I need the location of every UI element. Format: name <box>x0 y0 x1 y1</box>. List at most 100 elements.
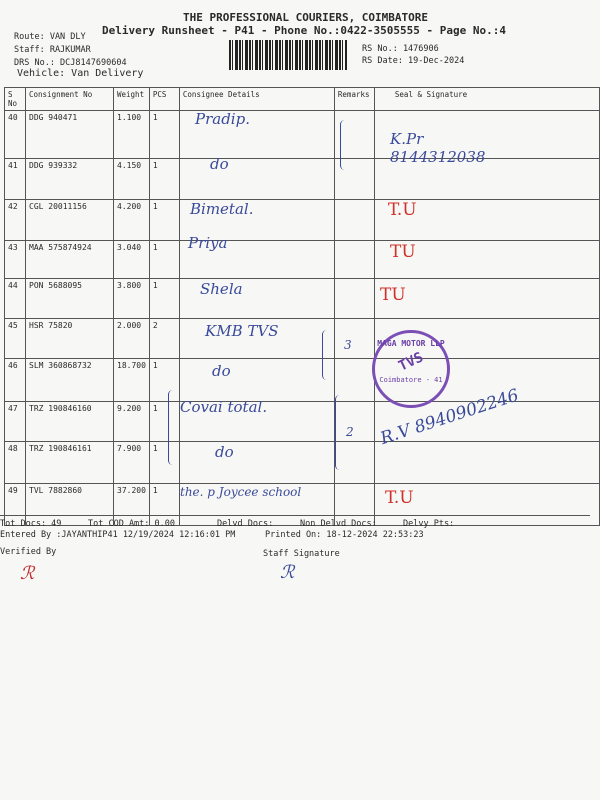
sno: 47 <box>4 401 26 442</box>
weight: 7.900 <box>113 441 150 484</box>
rs-date: RS Date: 19-Dec-2024 <box>362 56 465 66</box>
col-pcs: PCS <box>148 87 180 111</box>
consignment-no: MAA 575874924 <box>25 240 114 279</box>
col-remarks: Remarks <box>333 87 375 111</box>
route: Route: VAN DLY <box>14 32 86 42</box>
sno: 45 <box>4 318 26 359</box>
table-row: 48 TRZ 190846161 7.900 1 <box>4 441 600 484</box>
remarks-cell <box>333 318 375 359</box>
consignee-hand: the. p Joycee school <box>180 485 302 499</box>
brace-mark <box>168 390 177 465</box>
staff: Staff: RAJKUMAR <box>14 45 91 55</box>
seal-cell <box>373 278 600 319</box>
sno: 42 <box>4 199 26 241</box>
tot-docs: Tot Docs: 49 <box>0 519 62 529</box>
weight: 2.000 <box>113 318 150 359</box>
signature-hand: T.U <box>385 488 414 508</box>
verified-by: Verified By <box>0 547 57 557</box>
weight: 1.100 <box>113 110 150 159</box>
rs-no: RS No.: 1476906 <box>362 44 439 54</box>
consignee-hand: KMB TVS <box>205 322 279 340</box>
consignee-cell <box>178 441 335 484</box>
signature-hand: T.U <box>388 200 417 220</box>
consignee-hand: Priya <box>188 234 228 252</box>
weight: 4.150 <box>113 158 150 200</box>
table-row: 47 TRZ 190846160 9.200 1 <box>4 401 600 442</box>
printed-on: Printed On: 18-12-2024 22:53:23 <box>265 530 424 540</box>
remarks-cell <box>333 199 375 241</box>
barcode <box>229 40 347 70</box>
weight: 18.700 <box>113 358 150 402</box>
table-row: 44 PON 5688095 3.800 1 <box>4 278 600 319</box>
seal-cell <box>373 483 600 526</box>
consignment-no: TRZ 190846161 <box>25 441 114 484</box>
consignee-hand: Covai total. <box>180 398 268 416</box>
signature-hand: TU <box>380 285 406 305</box>
col-sno: S No <box>4 87 26 111</box>
col-weight: Weight <box>113 87 150 111</box>
consignee-cell <box>178 158 335 200</box>
consignee-hand: Bimetal. <box>190 200 254 218</box>
consignment-no: DDG 939332 <box>25 158 114 200</box>
sno: 40 <box>4 110 26 159</box>
consignee-hand: do <box>212 362 231 380</box>
sno: 41 <box>4 158 26 200</box>
consignment-no: PON 5688095 <box>25 278 114 319</box>
consignment-no: HSR 75820 <box>25 318 114 359</box>
sno: 48 <box>4 441 26 484</box>
sno: 46 <box>4 358 26 402</box>
stamp-top-text: MAGA MOTOR LLP <box>377 339 445 348</box>
consignment-no: TVL 7882860 <box>25 483 114 526</box>
weight: 3.040 <box>113 240 150 279</box>
runsheet-table: S No Consignment No Weight PCS Consignee… <box>4 87 600 526</box>
seal-cell <box>373 110 600 159</box>
consignee-cell <box>178 358 335 402</box>
weight: 9.200 <box>113 401 150 442</box>
remarks-cell <box>333 240 375 279</box>
remarks-cell <box>333 483 375 526</box>
verifier-signature-scribble: ℛ <box>20 563 35 584</box>
non-delvd-docs: Non Delvd Docs: <box>300 519 377 529</box>
pcs: 1 <box>148 199 180 241</box>
signature-hand: K.Pr 8144312038 <box>390 130 486 166</box>
delvy-pts: Delvy Pts: <box>403 519 455 529</box>
company-stamp: MAGA MOTOR LLP TVS Coimbatore - 41 <box>372 330 450 408</box>
divider <box>0 515 590 516</box>
consignee-hand: do <box>210 155 229 173</box>
seal-cell <box>373 441 600 484</box>
pcs: 2 <box>148 318 180 359</box>
col-consignee: Consignee Details <box>178 87 335 111</box>
weight: 4.200 <box>113 199 150 241</box>
entered-by: Entered By :JAYANTHIP41 12/19/2024 12:16… <box>0 530 236 540</box>
table-row: 43 MAA 575874924 3.040 1 <box>4 240 600 279</box>
sno: 44 <box>4 278 26 319</box>
drs-no: DRS No.: DCJ8147690604 <box>14 58 127 68</box>
brace-mark <box>340 120 349 170</box>
tot-cod: Tot COD Amt: 0.00 <box>88 519 175 529</box>
delvd-docs: Delvd Docs: <box>217 519 274 529</box>
pcs: 1 <box>148 110 180 159</box>
pcs: 1 <box>148 278 180 319</box>
signature-hand: TU <box>390 242 416 262</box>
runsheet-title: Delivery Runsheet - P41 - Phone No.:0422… <box>102 24 506 37</box>
consignment-no: CGL 20011156 <box>25 199 114 241</box>
remarks-cell <box>333 278 375 319</box>
consignee-cell <box>178 318 335 359</box>
consignee-cell <box>178 199 335 241</box>
sno: 43 <box>4 240 26 279</box>
weight: 3.800 <box>113 278 150 319</box>
staff-signature-scribble: ℛ <box>280 562 295 583</box>
table-row: 45 HSR 75820 2.000 2 <box>4 318 600 359</box>
remark-mark: 3 <box>344 338 352 352</box>
consignee-hand: do <box>215 443 234 461</box>
consignment-no: DDG 940471 <box>25 110 114 159</box>
company-name: THE PROFESSIONAL COURIERS, COIMBATORE <box>183 11 429 24</box>
pcs: 1 <box>148 240 180 279</box>
consignment-no: TRZ 190846160 <box>25 401 114 442</box>
consignment-no: SLM 360868732 <box>25 358 114 402</box>
consignee-cell <box>178 483 335 526</box>
table-row: 49 TVL 7882860 37.200 1 <box>4 483 600 526</box>
pcs: 1 <box>148 158 180 200</box>
stamp-bottom-text: Coimbatore - 41 <box>379 376 443 384</box>
staff-signature: Staff Signature <box>263 549 340 559</box>
